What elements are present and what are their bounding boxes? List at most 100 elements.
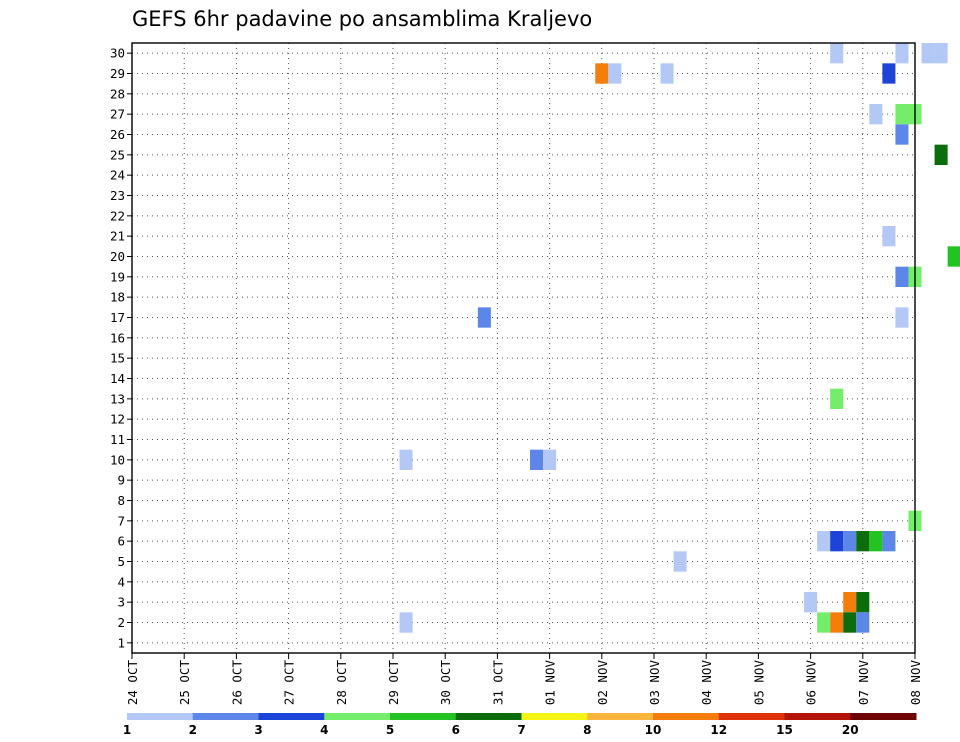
heatmap-cell [804, 592, 818, 613]
y-tick-label: 30 [110, 46, 125, 61]
x-tick-label: 31 OCT [490, 660, 505, 706]
heatmap-cell [477, 307, 491, 328]
heatmap-cell [595, 63, 609, 84]
y-tick-label: 13 [110, 391, 125, 406]
colorbar-label: 10 [645, 723, 662, 737]
y-tick-label: 7 [117, 513, 125, 528]
colorbar-swatch [521, 713, 588, 720]
colorbar-swatch [850, 713, 917, 720]
x-tick-label: 03 NOV [647, 660, 662, 706]
colorbar-label: 20 [842, 723, 859, 737]
colorbar-swatch [784, 713, 851, 720]
x-axis-ticks: 24 OCT 25 OCT 26 OCT 27 OCT 28 OCT 29 OCT 30 O… [125, 653, 923, 705]
heatmap-cell [869, 531, 883, 552]
y-tick-label: 6 [117, 534, 125, 549]
x-tick-label: 01 NOV [543, 660, 558, 706]
heatmap-cell [856, 531, 870, 552]
y-tick-label: 12 [110, 412, 125, 427]
colorbar-label: 6 [452, 723, 460, 737]
y-tick-label: 5 [117, 554, 125, 569]
heatmap-cell [895, 104, 909, 125]
heatmap-cell [608, 63, 622, 84]
heatmap-cell [830, 43, 844, 64]
y-tick-label: 23 [110, 188, 125, 203]
colorbar-swatch [390, 713, 457, 720]
x-tick-label: 24 OCT [125, 660, 140, 706]
heatmap-cell [543, 449, 557, 470]
heatmap-cell [921, 43, 935, 64]
heatmap-cell [934, 43, 948, 64]
heatmap-cell [817, 531, 831, 552]
y-tick-label: 3 [117, 595, 125, 610]
data-cells [399, 43, 960, 633]
heatmap-cell [843, 612, 857, 633]
colorbar: 1 2 3 4 5 6 7 8 10 12 15 20 [123, 713, 917, 737]
x-tick-label: 27 OCT [282, 660, 297, 706]
colorbar-label: 15 [776, 723, 793, 737]
y-tick-label: 24 [110, 168, 125, 183]
heatmap-cell [882, 226, 896, 247]
colorbar-swatch [718, 713, 785, 720]
heatmap-cell [843, 592, 857, 613]
y-axis-ticks: 1234567891011121314151617181920212223242… [110, 46, 132, 650]
x-tick-label: 06 NOV [804, 660, 819, 706]
x-tick-label: 04 NOV [699, 660, 714, 706]
y-tick-label: 10 [110, 452, 125, 467]
y-tick-label: 14 [110, 371, 125, 386]
heatmap-cell [895, 124, 909, 145]
y-tick-label: 16 [110, 330, 125, 345]
colorbar-swatch [324, 713, 391, 720]
y-tick-label: 4 [117, 574, 125, 589]
heatmap-cell [882, 531, 896, 552]
chart-title: GEFS 6hr padavine po ansamblima Kraljevo [132, 7, 592, 31]
y-tick-label: 18 [110, 290, 125, 305]
x-tick-label: 02 NOV [595, 660, 610, 706]
colorbar-swatch [258, 713, 325, 720]
heatmap-cell [882, 63, 896, 84]
heatmap-cell [934, 144, 948, 165]
heatmap-cell [399, 612, 413, 633]
colorbar-swatch [455, 713, 522, 720]
y-tick-label: 17 [110, 310, 125, 325]
heatmap-cell [947, 246, 960, 267]
y-tick-label: 27 [110, 107, 125, 122]
colorbar-label: 12 [710, 723, 727, 737]
colorbar-label: 2 [189, 723, 197, 737]
heatmap-cell [895, 43, 909, 64]
colorbar-label: 3 [254, 723, 262, 737]
colorbar-label: 4 [320, 723, 328, 737]
y-tick-label: 22 [110, 208, 125, 223]
x-tick-label: 07 NOV [856, 660, 871, 706]
heatmap-cell [856, 612, 870, 633]
y-tick-label: 20 [110, 249, 125, 264]
x-tick-label: 25 OCT [177, 660, 192, 706]
heatmap-cell [530, 449, 544, 470]
heatmap-cell [830, 612, 844, 633]
heatmap-cell [895, 266, 909, 287]
colorbar-swatch [192, 713, 259, 720]
heatmap-cell [660, 63, 674, 84]
heatmap-cell [399, 449, 413, 470]
y-tick-label: 15 [110, 351, 125, 366]
heatmap-cell [830, 531, 844, 552]
heatmap-cell [895, 307, 909, 328]
grid-lines [131, 43, 916, 653]
y-tick-label: 11 [110, 432, 125, 447]
y-tick-label: 25 [110, 147, 125, 162]
heatmap-cell [856, 592, 870, 613]
y-tick-label: 9 [117, 473, 125, 488]
colorbar-label: 8 [583, 723, 591, 737]
y-tick-label: 1 [117, 635, 125, 650]
y-tick-label: 26 [110, 127, 125, 142]
y-tick-label: 21 [110, 229, 125, 244]
heatmap-cell [843, 531, 857, 552]
y-tick-label: 28 [110, 86, 125, 101]
y-tick-label: 2 [117, 615, 125, 630]
colorbar-swatch [587, 713, 654, 720]
colorbar-label: 1 [123, 723, 131, 737]
y-tick-label: 8 [117, 493, 125, 508]
heatmap-cell [673, 551, 687, 572]
colorbar-label: 5 [386, 723, 394, 737]
x-tick-label: 26 OCT [229, 660, 244, 706]
